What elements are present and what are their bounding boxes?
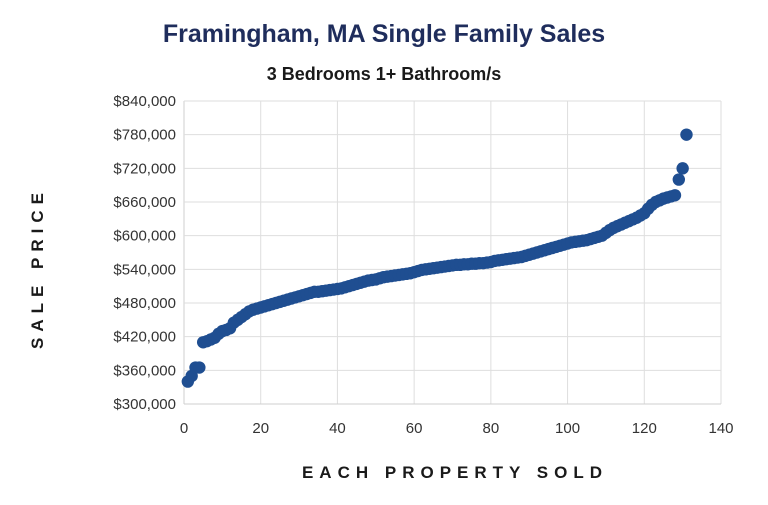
y-tick-label: $600,000: [113, 228, 176, 245]
data-point: [676, 162, 689, 175]
data-points: [181, 128, 693, 388]
data-point: [672, 173, 686, 186]
data-point: [668, 189, 682, 202]
chart-title: Framingham, MA Single Family Sales: [162, 20, 606, 48]
x-tick-label: 120: [632, 420, 657, 437]
x-tick-label: 80: [483, 420, 500, 437]
y-tick-label: $300,000: [113, 396, 176, 413]
x-tick-labels: 0 20 40 60 80 100 120 140: [180, 420, 734, 437]
x-tick-label: 60: [406, 420, 423, 437]
x-tick-label: 0: [180, 420, 188, 437]
x-tick-label: 40: [329, 420, 346, 437]
y-tick-label: $660,000: [113, 194, 176, 211]
chart-subtitle: 3 Bedrooms 1+ Bathroom/s: [266, 64, 502, 84]
x-tick-label: 100: [555, 420, 580, 437]
y-tick-labels: $300,000 $360,000 $420,000 $480,000 $540,000…: [113, 93, 176, 413]
y-tick-label: $720,000: [113, 160, 176, 177]
y-tick-label: $840,000: [113, 93, 176, 110]
x-tick-label: 20: [252, 420, 269, 437]
x-tick-label: 140: [708, 420, 733, 437]
x-axis-label: EACH PROPERTY SOLD: [301, 463, 609, 482]
y-tick-label: $540,000: [113, 261, 176, 278]
y-tick-label: $360,000: [113, 362, 176, 379]
data-point: [193, 361, 206, 374]
y-tick-label: $420,000: [113, 329, 176, 346]
y-tick-label: $480,000: [113, 295, 176, 312]
data-point: [680, 128, 693, 141]
gridlines: [183, 100, 722, 405]
y-tick-label: $780,000: [113, 127, 176, 144]
